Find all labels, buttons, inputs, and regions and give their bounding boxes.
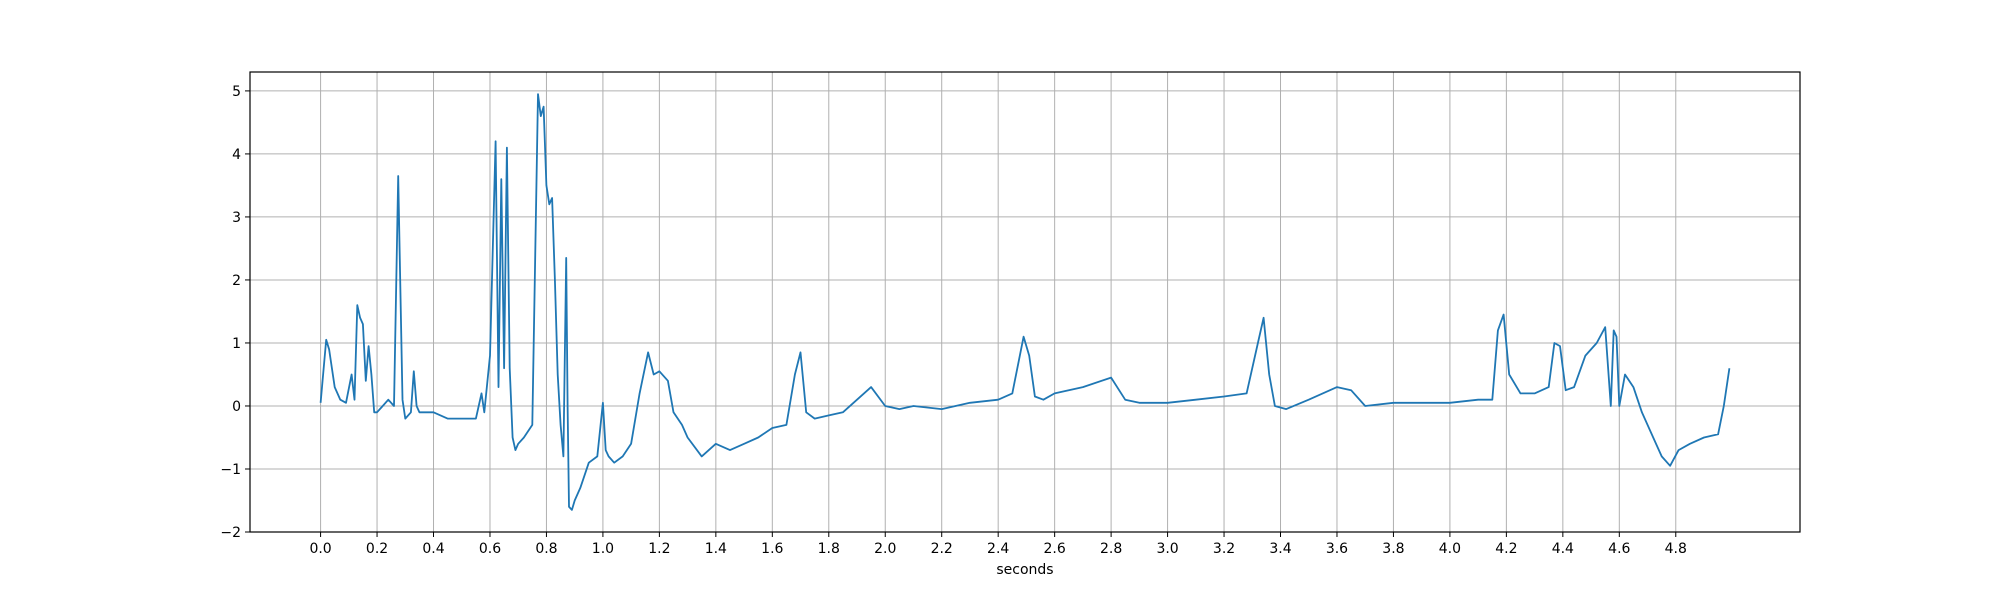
plot-frame xyxy=(249,71,1801,533)
x-tick-label: 0.0 xyxy=(309,541,331,557)
series-layer xyxy=(319,93,1731,511)
x-tick-label: 1.8 xyxy=(818,541,840,557)
y-tick-label: 0 xyxy=(232,399,241,415)
x-tick-label: 4.4 xyxy=(1552,541,1574,557)
axis-ticks: 0.0 0.2 0.4 0.6 0.8 1.0 1.2 1.4 1.6 1.8 2.0 2.2 2.4 2… xyxy=(220,84,1687,557)
x-tick-label: 1.4 xyxy=(705,541,727,557)
series-line-0 xyxy=(319,93,1731,511)
x-tick-label: 2.6 xyxy=(1044,541,1066,557)
x-tick-label: 2.0 xyxy=(874,541,896,557)
x-tick-label: 0.8 xyxy=(535,541,557,557)
grid xyxy=(250,72,1800,533)
y-tick-label: 5 xyxy=(232,84,241,100)
x-tick-label: 2.2 xyxy=(931,541,953,557)
x-axis-label: seconds xyxy=(996,562,1053,578)
x-tick-label: 2.8 xyxy=(1100,541,1122,557)
y-tick-label: −1 xyxy=(220,462,241,478)
x-tick-label: 1.0 xyxy=(592,541,614,557)
y-tick-label: 1 xyxy=(232,336,241,352)
x-tick-label: 2.4 xyxy=(987,541,1009,557)
x-tick-label: 3.6 xyxy=(1326,541,1348,557)
x-tick-label: 3.4 xyxy=(1269,541,1291,557)
y-tick-label: 4 xyxy=(232,147,241,163)
x-tick-label: 3.8 xyxy=(1382,541,1404,557)
x-tick-label: 0.4 xyxy=(422,541,444,557)
x-tick-label: 0.6 xyxy=(479,541,501,557)
x-tick-label: 4.6 xyxy=(1608,541,1630,557)
x-tick-label: 0.2 xyxy=(366,541,388,557)
x-tick-label: 1.2 xyxy=(648,541,670,557)
y-tick-label: 2 xyxy=(232,273,241,289)
y-tick-label: −2 xyxy=(220,525,241,541)
x-tick-label: 3.2 xyxy=(1213,541,1235,557)
x-tick-label: 3.0 xyxy=(1156,541,1178,557)
x-tick-label: 4.8 xyxy=(1665,541,1687,557)
y-tick-label: 3 xyxy=(232,210,241,226)
x-tick-label: 4.0 xyxy=(1439,541,1461,557)
x-tick-label: 1.6 xyxy=(761,541,783,557)
x-tick-label: 4.2 xyxy=(1495,541,1517,557)
